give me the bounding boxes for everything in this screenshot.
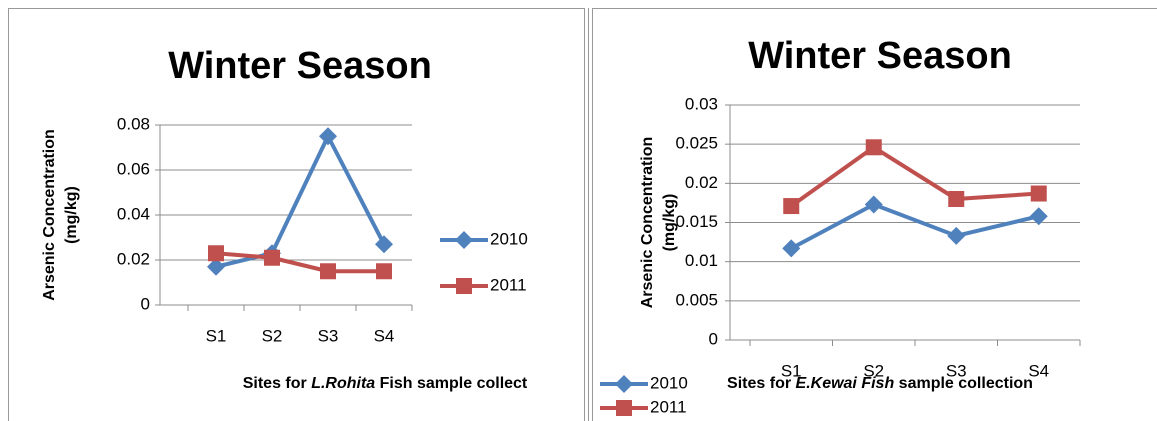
x-tick-label: S1	[781, 361, 802, 380]
legend-label: 2010	[490, 229, 528, 248]
y-tick-label: 0.025	[675, 134, 718, 153]
marker	[208, 245, 224, 262]
series-line	[790, 202, 1040, 251]
x-tick-label: S2	[262, 326, 283, 345]
legend-marker	[455, 231, 473, 249]
marker	[948, 191, 965, 207]
marker	[264, 249, 280, 266]
y-tick-label: 0.06	[117, 159, 150, 178]
y-axis-label: Arsenic Concentration	[41, 129, 58, 301]
x-axis-label-part: Sites for	[243, 375, 311, 392]
marker	[375, 235, 393, 254]
y-tick-label: 0.02	[117, 249, 150, 268]
x-tick-label: S1	[206, 326, 227, 345]
x-axis-label: Sites for E.Kewai Fish sample collection	[727, 375, 1033, 392]
panel-border	[592, 8, 1157, 421]
y-tick-label: 0.02	[685, 173, 718, 192]
legend-label: 2010	[650, 373, 688, 392]
x-axis-label: Sites for L.Rohita Fish sample collect	[243, 375, 528, 392]
legend-label: 2011	[650, 397, 687, 416]
x-tick-label: S2	[863, 361, 884, 380]
y-axis-label: (mg/kg)	[63, 186, 80, 244]
x-axis-label-part: Sites for	[727, 375, 795, 392]
chart: Winter Season Arsenic Concentration (mg/kg…	[41, 45, 528, 392]
x-axis-label-part: sample collection	[894, 375, 1033, 392]
legend-marker	[615, 375, 633, 393]
x-tick-label: S4	[1028, 361, 1049, 380]
x-tick-label: S4	[374, 326, 395, 345]
y-axis-label: Arsenic Concentration	[639, 137, 656, 309]
marker	[1029, 207, 1048, 226]
legend-marker	[456, 278, 472, 294]
marker	[783, 198, 800, 215]
marker	[782, 239, 801, 258]
y-tick-label: 0.01	[685, 251, 718, 270]
chart: Winter Season Arsenic Concentration (mg/kg…	[600, 35, 1081, 416]
y-tick-label: 0.08	[117, 114, 150, 133]
series-line	[215, 251, 384, 274]
x-axis-label-part: Fish sample collect	[375, 375, 528, 392]
y-tick-label: 0.005	[675, 290, 718, 309]
x-axis-label-part: Fish	[857, 375, 895, 392]
x-axis-label-part: L.Rohita	[311, 375, 375, 392]
x-axis-label-part: E.Kewai	[796, 375, 858, 392]
x-tick-label: S3	[946, 361, 967, 380]
chart-title: Winter Season	[168, 45, 432, 87]
marker	[864, 195, 883, 214]
marker	[319, 127, 337, 146]
chart-title: Winter Season	[748, 35, 1012, 77]
marker	[865, 139, 882, 156]
y-tick-label: 0.03	[685, 94, 718, 113]
y-axis-label: (mg/kg)	[661, 194, 678, 252]
marker	[207, 257, 225, 276]
y-tick-label: 0.04	[117, 204, 150, 223]
legend-label: 2011	[490, 275, 527, 294]
series-line	[215, 134, 386, 269]
series-line	[790, 145, 1039, 208]
marker	[1030, 185, 1047, 202]
marker	[320, 263, 336, 280]
y-tick-label: 0	[141, 294, 150, 313]
x-tick-label: S3	[318, 326, 339, 345]
legend-marker	[616, 400, 632, 416]
marker	[947, 226, 966, 245]
panel-border	[8, 8, 585, 421]
y-tick-label: 0	[709, 329, 718, 348]
marker	[376, 263, 392, 280]
y-tick-label: 0.015	[675, 212, 718, 231]
